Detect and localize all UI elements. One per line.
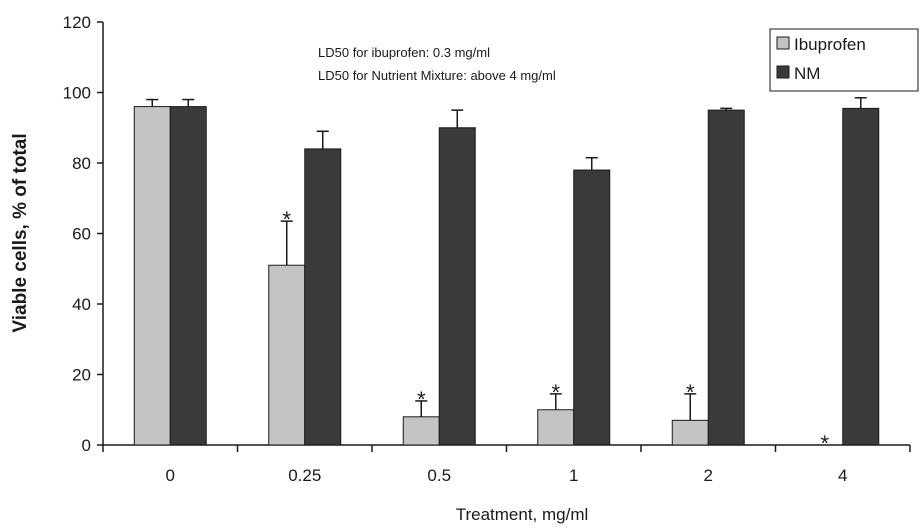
- bar-ibuprofen: [671, 419, 709, 446]
- bar-nm: [304, 148, 342, 446]
- x-tick-label: 2: [704, 466, 713, 485]
- annotation-ld50-ibuprofen: LD50 for ibuprofen: 0.3 mg/ml: [318, 45, 490, 60]
- y-tick-label: 60: [72, 225, 91, 244]
- x-axis: 0 0.25 0.5 1 2 4: [102, 444, 911, 485]
- y-tick-label: 120: [63, 13, 91, 32]
- x-tick-label: 1: [569, 466, 578, 485]
- y-axis: 0 20 40 60 80 100 120: [63, 13, 104, 455]
- significance-star-ibuprofen: *: [820, 431, 829, 456]
- y-tick-label: 80: [72, 154, 91, 173]
- y-tick-label: 20: [72, 366, 91, 385]
- y-tick-label: 100: [63, 84, 91, 103]
- x-tick-label: 0: [166, 466, 175, 485]
- annotation-ld50-nutrient-mixture: LD50 for Nutrient Mixture: above 4 mg/ml: [318, 68, 556, 83]
- bars-layer: * * * * *: [133, 97, 880, 456]
- y-axis-title: Viable cells, % of total: [10, 133, 31, 332]
- significance-star-ibuprofen: *: [551, 380, 560, 405]
- significance-star-ibuprofen: *: [686, 380, 695, 405]
- legend-swatch-nm: [776, 65, 790, 79]
- x-tick-label: 0.25: [288, 466, 321, 485]
- bar-nm: [573, 169, 611, 446]
- significance-star-ibuprofen: *: [282, 207, 291, 232]
- y-tick-label: 40: [72, 295, 91, 314]
- legend: Ibuprofen NM: [769, 28, 919, 92]
- x-tick-label: 0.5: [427, 466, 451, 485]
- bar-nm: [169, 106, 207, 446]
- legend-frame: [769, 28, 919, 92]
- significance-star-ibuprofen: *: [417, 387, 426, 412]
- bar-ibuprofen: [402, 416, 440, 446]
- bar-nm: [438, 127, 476, 446]
- x-tick-label: 4: [838, 466, 847, 485]
- legend-swatch-ibuprofen: [776, 36, 790, 50]
- bar-ibuprofen: [537, 409, 575, 446]
- bar-nm: [842, 107, 880, 446]
- bar-ibuprofen: [268, 264, 306, 446]
- y-tick-label: 0: [82, 436, 91, 455]
- legend-label-nm: NM: [794, 64, 820, 83]
- legend-label-ibuprofen: Ibuprofen: [794, 35, 866, 54]
- x-axis-title: Treatment, mg/ml: [456, 505, 589, 524]
- bar-ibuprofen: [133, 106, 171, 446]
- bar-nm: [707, 109, 745, 446]
